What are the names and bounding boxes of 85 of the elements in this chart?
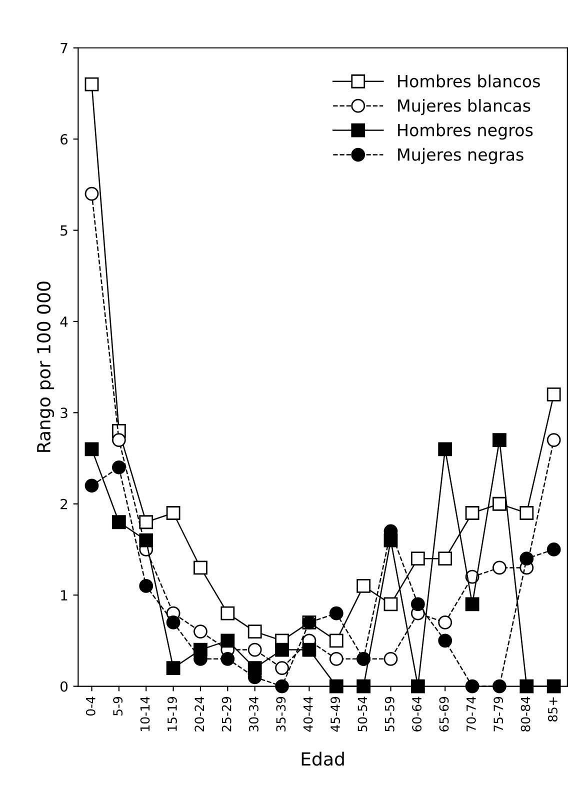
legend-label: Mujeres negras (398, 148, 524, 164)
legend-label: Mujeres blancas (398, 99, 530, 116)
point (139, 515, 154, 530)
x-tick-label: 10-14 (140, 696, 150, 731)
point (520, 552, 534, 566)
x-tick-label: 0-4 (86, 696, 96, 716)
y-tick-label: 5 (60, 225, 68, 236)
point (520, 679, 534, 694)
point (275, 661, 289, 675)
point (112, 515, 126, 530)
x-tick-label: 85+ (548, 697, 558, 722)
point (84, 478, 99, 493)
point (465, 597, 480, 612)
point (546, 433, 561, 447)
point (84, 186, 99, 201)
point (329, 606, 344, 620)
y-tick-label: 7 (60, 43, 68, 54)
y-tick-label: 2 (60, 498, 68, 510)
x-tick-label: 50-54 (358, 696, 368, 732)
point (166, 661, 180, 675)
x-tick-label: 20-24 (194, 696, 204, 732)
point (384, 597, 398, 612)
y-tick-label: 6 (60, 134, 68, 145)
y-tick-label: 4 (60, 316, 68, 327)
point (112, 433, 126, 447)
x-tick-label: 45-49 (330, 696, 340, 732)
point (194, 560, 208, 575)
y-axis-title: Rango por 100 000 (36, 282, 54, 452)
point (248, 624, 262, 639)
x-tick-label: 75-79 (494, 696, 504, 732)
point (248, 642, 262, 657)
point (84, 442, 99, 456)
point (520, 506, 534, 520)
point (329, 634, 344, 648)
x-tick-label: 65-69 (439, 696, 449, 732)
y-tick-label: 3 (60, 408, 68, 418)
point (329, 679, 344, 694)
point (220, 606, 235, 620)
point (112, 460, 126, 474)
point (410, 552, 425, 566)
x-tick-label: 55-59 (384, 696, 394, 732)
point (492, 679, 506, 694)
point (139, 579, 154, 593)
point (220, 652, 235, 666)
point (492, 433, 506, 447)
point (438, 615, 452, 630)
point (465, 679, 480, 694)
point (546, 542, 561, 556)
point (275, 679, 289, 694)
point (438, 552, 452, 566)
x-tick-label: 15-19 (167, 696, 177, 731)
point (410, 679, 425, 694)
x-tick-label: 40-44 (303, 696, 313, 732)
x-tick-label: 35-39 (276, 696, 286, 732)
point (356, 579, 371, 593)
point (166, 506, 180, 520)
x-tick-label: 60-64 (412, 696, 422, 732)
point (139, 533, 154, 548)
point (438, 634, 452, 648)
y-tick-label: 0 (60, 681, 68, 692)
point (492, 496, 506, 511)
point (438, 442, 452, 456)
x-tick-label: 30-34 (249, 696, 258, 732)
point (356, 679, 371, 694)
point (194, 624, 208, 639)
legend-label: Hombres negros (398, 123, 533, 140)
point (329, 652, 344, 666)
x-tick-label: 70-74 (466, 696, 476, 732)
legend-label: Hombres blancos (398, 74, 540, 88)
x-tick-label: 25-29 (222, 696, 232, 732)
point (546, 679, 561, 694)
point (302, 642, 316, 657)
point (546, 387, 561, 402)
point (275, 642, 289, 657)
point (166, 615, 180, 630)
x-tick-label: 5-9 (113, 696, 123, 716)
x-axis-title: Edad (302, 752, 344, 766)
point (84, 77, 99, 92)
point (410, 597, 425, 612)
y-tick-label: 1 (61, 590, 68, 600)
point (465, 506, 480, 520)
point (220, 634, 235, 648)
x-tick-label: 80-84 (520, 696, 530, 732)
point (492, 560, 506, 575)
point (384, 652, 398, 666)
